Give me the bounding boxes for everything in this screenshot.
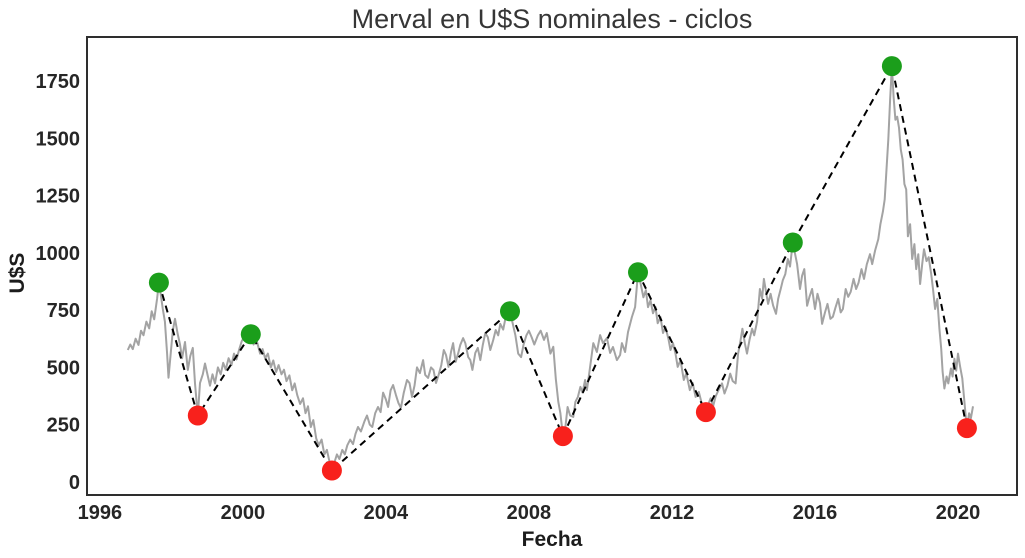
x-tick-label: 2016 — [793, 502, 838, 524]
x-tick-label: 2020 — [936, 502, 981, 524]
y-tick-label: 1500 — [36, 128, 81, 150]
trough-marker — [187, 405, 208, 426]
y-tick-label: 1750 — [36, 71, 81, 93]
y-tick-label: 250 — [47, 415, 80, 437]
peak-marker — [240, 324, 261, 345]
peak-marker — [782, 232, 803, 253]
peak-marker — [148, 272, 169, 293]
y-tick-label: 1250 — [36, 186, 81, 208]
x-tick-label: 1996 — [78, 502, 123, 524]
chart-title: Merval en U$S nominales - ciclos — [352, 4, 753, 34]
x-tick-label: 2000 — [221, 502, 266, 524]
x-tick-label: 2012 — [650, 502, 695, 524]
x-tick-label: 2004 — [364, 502, 409, 524]
y-tick-label: 500 — [47, 357, 80, 379]
trough-marker — [956, 418, 977, 439]
trough-marker — [695, 402, 716, 423]
peak-marker — [500, 301, 520, 322]
plot-area: 1996 2000 2004 2008 2012 2016 2020 0 250 500 750 10… — [36, 36, 1018, 524]
trough-marker — [552, 426, 573, 447]
merval-usd-line — [126, 65, 974, 472]
trough-marker — [321, 460, 342, 481]
y-tick-label: 0 — [69, 472, 80, 494]
y-tick-label: 750 — [47, 300, 80, 322]
peak-marker — [881, 56, 902, 77]
x-axis-label: Fecha — [522, 528, 583, 551]
x-tick-label: 2008 — [507, 502, 552, 524]
y-axis-label: U$S — [6, 253, 29, 294]
peak-marker — [628, 262, 648, 283]
plot-border — [86, 36, 1018, 496]
y-tick-label: 1000 — [36, 243, 81, 265]
